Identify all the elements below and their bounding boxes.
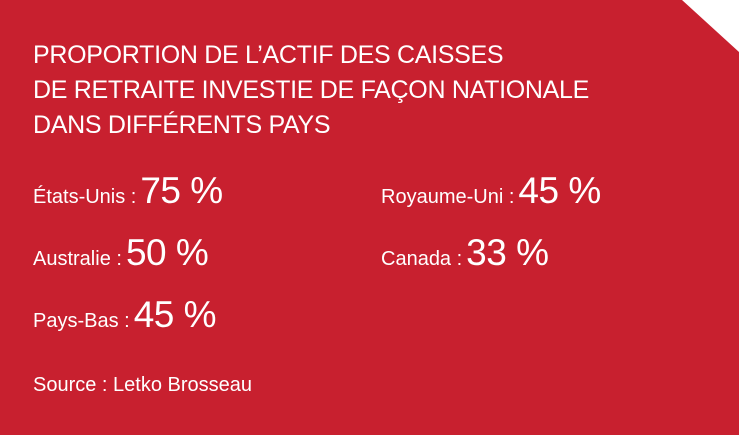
stat-label: Australie : (33, 248, 122, 270)
stat-value: 33 % (466, 232, 549, 273)
stat-label: Royaume-Uni : (381, 186, 515, 208)
stat-value: 45 % (518, 170, 601, 211)
source: Source : Letko Brosseau (33, 374, 253, 396)
stat: États-Unis :75 % (33, 170, 223, 212)
stat: Royaume-Uni :45 % (381, 170, 601, 212)
stat: Australie :50 % (33, 232, 209, 274)
stat-label: États-Unis : (33, 186, 137, 208)
stat-label: Canada : (381, 248, 463, 270)
title-line: DE RETRAITE INVESTIE DE FAÇON NATIONALE (33, 76, 589, 104)
stat: Canada :33 % (381, 232, 549, 274)
title-line: DANS DIFFÉRENTS PAYS (33, 111, 331, 139)
stat-value: 45 % (133, 294, 217, 335)
stat-value: 50 % (125, 232, 209, 273)
stat-label: Pays-Bas : (33, 310, 130, 332)
title: PROPORTION DE L’ACTIF DES CAISSES DE RETR… (33, 38, 589, 143)
title-line: PROPORTION DE L’ACTIF DES CAISSES (33, 41, 504, 69)
corner-cut (682, 0, 739, 52)
stat: Pays-Bas :45 % (33, 294, 217, 336)
stat-value: 75 % (140, 170, 223, 211)
